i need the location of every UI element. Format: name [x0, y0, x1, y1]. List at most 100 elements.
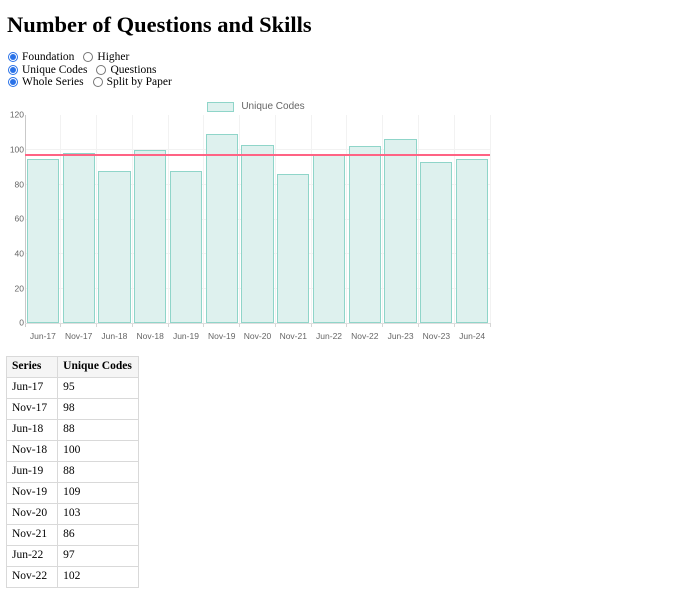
bar-jun-17[interactable]	[26, 158, 59, 324]
x-tick-mark-4	[167, 323, 169, 328]
cell-value: 100	[57, 440, 139, 463]
radio-option-higher[interactable]: Higher	[83, 51, 129, 63]
cell-series: Jun-17	[5, 377, 59, 400]
y-tick-label-100: 100	[9, 144, 24, 155]
radio-label-whole-series: Whole Series	[22, 75, 84, 88]
x-tick-label-nov-22: Nov-22	[351, 331, 379, 342]
radio-option-unique-codes[interactable]: Unique Codes	[8, 64, 87, 76]
x-tick-mark-12	[453, 323, 455, 328]
legend-swatch	[207, 101, 235, 112]
bar-nov-18[interactable]	[134, 149, 167, 324]
cell-series: Nov-17	[5, 398, 59, 421]
cell-value: 97	[57, 545, 139, 568]
x-tick-label-nov-20: Nov-20	[243, 331, 272, 342]
series-table-body: Jun-17 95 Nov-17 98 Jun-18 88 Nov-18 100 Jun-19 8…	[5, 377, 139, 589]
table-row-nov-20: Nov-20 103	[5, 503, 139, 526]
table-row-nov-21: Nov-21 86	[5, 524, 139, 547]
v-gridline-7	[274, 115, 276, 324]
x-axis-line	[25, 323, 490, 325]
x-tick-mark-5	[203, 323, 205, 328]
x-tick-label-nov-23: Nov-23	[422, 331, 451, 342]
y-tick-label-80: 80	[14, 179, 24, 189]
cell-series: Jun-18	[5, 419, 59, 442]
cell-series: Jun-22	[5, 545, 59, 568]
table-row-nov-17: Nov-17 98	[5, 398, 139, 421]
bar-nov-21[interactable]	[277, 174, 310, 324]
y-tick-label-0: 0	[19, 317, 24, 328]
bar-nov-22[interactable]	[348, 146, 381, 324]
radio-label-foundation: Foundation	[22, 51, 75, 64]
x-tick-label-jun-23: Jun-23	[387, 331, 414, 342]
radio-group-tier: Foundation Higher	[8, 51, 694, 63]
x-tick-label-jun-17: Jun-17	[29, 331, 56, 342]
x-tick-label-nov-21: Nov-21	[279, 331, 307, 342]
radio-label-higher: Higher	[97, 51, 130, 64]
v-gridline-3	[131, 115, 133, 324]
x-tick-label-jun-19: Jun-19	[172, 331, 199, 342]
average-line	[25, 154, 490, 157]
radio-split-by-paper[interactable]	[92, 76, 103, 87]
radio-questions[interactable]	[96, 64, 107, 75]
radio-whole-series[interactable]	[8, 76, 18, 87]
radio-label-unique-codes: Unique Codes	[22, 63, 88, 76]
table-header-unique-codes: Unique Codes	[57, 356, 139, 379]
bar-jun-22[interactable]	[312, 155, 346, 324]
radio-option-whole-series[interactable]: Whole Series	[8, 76, 84, 88]
radio-label-questions: Questions	[110, 63, 157, 76]
x-tick-mark-3	[131, 323, 133, 328]
bar-nov-23[interactable]	[420, 161, 453, 324]
radio-option-questions[interactable]: Questions	[96, 64, 156, 76]
v-gridline-11	[417, 115, 419, 324]
cell-value: 88	[57, 461, 139, 484]
cell-value: 103	[57, 503, 139, 526]
x-tick-mark-11	[417, 323, 419, 328]
radio-label-split-by-paper: Split by Paper	[106, 75, 172, 88]
v-gridline-8	[310, 115, 312, 324]
v-gridline-9	[346, 115, 348, 324]
table-row-jun-19: Jun-19 88	[5, 461, 139, 484]
cell-series: Nov-19	[5, 482, 59, 505]
cell-value: 88	[57, 419, 139, 442]
table-row-jun-17: Jun-17 95	[5, 377, 139, 400]
v-gridline-2	[96, 115, 98, 324]
radio-foundation[interactable]	[8, 52, 18, 63]
bar-jun-23[interactable]	[384, 139, 417, 324]
cell-series: Jun-19	[5, 461, 59, 484]
bar-nov-20[interactable]	[241, 144, 274, 324]
table-row-jun-18: Jun-18 88	[5, 419, 139, 442]
chart-legend[interactable]: Unique Codes	[6, 101, 506, 112]
bar-chart[interactable]: Unique Codes 0 20 40 60 80 100 120 Jun-17 Nov-17…	[6, 95, 506, 345]
bar-jun-24[interactable]	[456, 158, 489, 324]
cell-value: 86	[57, 524, 139, 547]
table-header-series: Series	[5, 356, 59, 379]
x-tick-mark-10	[382, 323, 384, 328]
table-header-row: Series Unique Codes	[5, 356, 139, 379]
v-gridline-12	[453, 115, 455, 324]
table-row-nov-22: Nov-22 102	[5, 566, 139, 589]
bar-nov-17[interactable]	[62, 153, 95, 324]
x-tick-label-jun-22: Jun-22	[316, 331, 343, 342]
v-gridline-13	[489, 115, 491, 324]
radio-higher[interactable]	[83, 52, 94, 63]
bar-jun-18[interactable]	[98, 170, 131, 324]
legend-label: Unique Codes	[241, 101, 305, 113]
bar-jun-19[interactable]	[169, 170, 203, 324]
radio-option-foundation[interactable]: Foundation	[8, 51, 74, 63]
bar-nov-19[interactable]	[205, 134, 238, 324]
radio-option-split-by-paper[interactable]: Split by Paper	[92, 75, 172, 88]
cell-value: 95	[57, 377, 139, 400]
cell-series: Nov-22	[5, 566, 59, 589]
table-row-jun-22: Jun-22 97	[5, 545, 139, 568]
y-tick-label-60: 60	[14, 213, 24, 224]
v-gridline-10	[382, 115, 384, 324]
x-tick-mark-9	[346, 323, 348, 328]
radio-controls: Foundation Higher Unique Codes Questions Who…	[8, 51, 694, 88]
y-tick-label-20: 20	[14, 283, 24, 293]
radio-unique-codes[interactable]	[8, 64, 18, 75]
x-tick-mark-6	[239, 323, 241, 328]
y-tick-label-120: 120	[9, 109, 24, 120]
page-title: Number of Questions and Skills	[7, 12, 312, 37]
radio-group-metric: Unique Codes Questions	[8, 63, 694, 76]
cell-series: Nov-20	[5, 503, 59, 526]
